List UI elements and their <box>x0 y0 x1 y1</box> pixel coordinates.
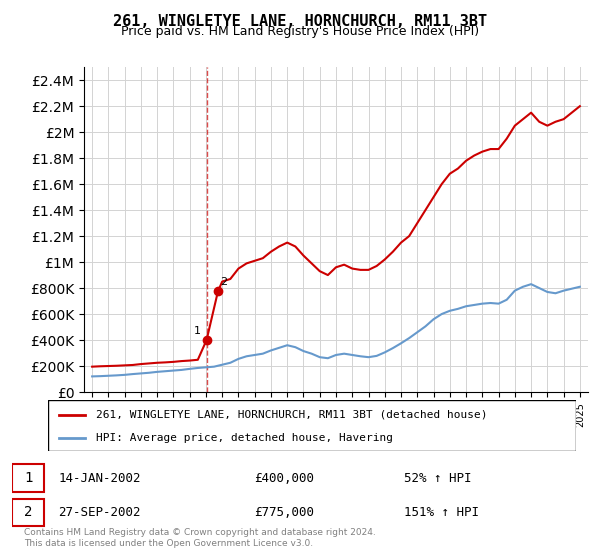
Text: 2: 2 <box>220 277 227 287</box>
FancyBboxPatch shape <box>12 464 44 492</box>
Text: 27-SEP-2002: 27-SEP-2002 <box>58 506 140 519</box>
Text: HPI: Average price, detached house, Havering: HPI: Average price, detached house, Have… <box>95 433 392 443</box>
FancyBboxPatch shape <box>48 400 576 451</box>
Text: 151% ↑ HPI: 151% ↑ HPI <box>404 506 479 519</box>
Text: £775,000: £775,000 <box>254 506 314 519</box>
Text: 1: 1 <box>194 325 200 335</box>
Text: Contains HM Land Registry data © Crown copyright and database right 2024.
This d: Contains HM Land Registry data © Crown c… <box>24 528 376 548</box>
Text: 2: 2 <box>24 505 32 519</box>
Text: 14-JAN-2002: 14-JAN-2002 <box>58 472 140 484</box>
FancyBboxPatch shape <box>12 498 44 526</box>
Text: 1: 1 <box>24 471 32 485</box>
Text: 52% ↑ HPI: 52% ↑ HPI <box>404 472 471 484</box>
Text: 261, WINGLETYE LANE, HORNCHURCH, RM11 3BT (detached house): 261, WINGLETYE LANE, HORNCHURCH, RM11 3B… <box>95 409 487 419</box>
Text: 261, WINGLETYE LANE, HORNCHURCH, RM11 3BT: 261, WINGLETYE LANE, HORNCHURCH, RM11 3B… <box>113 14 487 29</box>
Text: £400,000: £400,000 <box>254 472 314 484</box>
Text: Price paid vs. HM Land Registry's House Price Index (HPI): Price paid vs. HM Land Registry's House … <box>121 25 479 38</box>
